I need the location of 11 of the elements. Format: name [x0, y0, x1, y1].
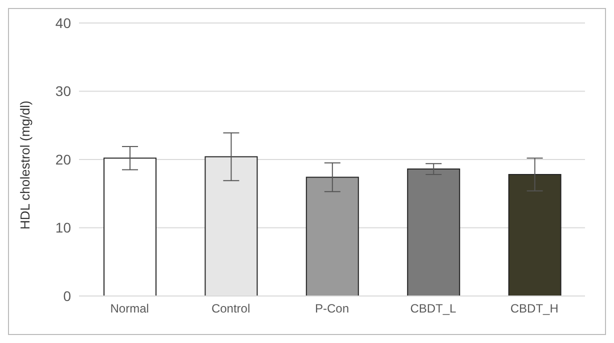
- y-axis-title: HDL cholestrol (mg/dl): [18, 100, 33, 230]
- y-tick-label: 0: [63, 288, 72, 304]
- x-tick-label: CBDT_L: [410, 302, 457, 316]
- y-tick-label: 30: [55, 83, 72, 100]
- x-tick-label: CBDT_H: [510, 302, 558, 316]
- x-tick-label: Normal: [110, 302, 149, 316]
- y-tick-label: 10: [55, 220, 72, 236]
- y-tick-label: 20: [55, 151, 72, 168]
- y-tick-label: 40: [55, 14, 72, 31]
- x-tick-label: P-Con: [314, 302, 350, 316]
- x-tick-label: Control: [211, 302, 250, 316]
